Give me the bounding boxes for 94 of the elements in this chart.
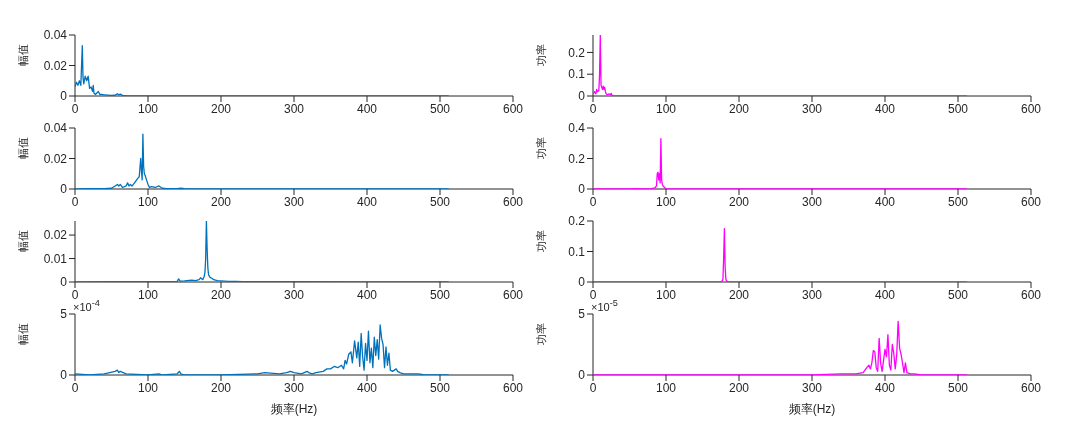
x-tick-label: 300 <box>801 380 823 395</box>
x-tick-label: 300 <box>283 380 305 395</box>
line-series <box>75 133 450 189</box>
x-tick-label: 200 <box>728 380 750 395</box>
y-tick-label: 0 <box>60 368 68 383</box>
y-tick-label: 5 <box>578 307 586 322</box>
y-axis-title: 功率 <box>534 136 547 159</box>
y-axis-title: 功率 <box>534 43 547 66</box>
y-axis-title: 功率 <box>534 322 547 345</box>
y-tick-label: 0.02 <box>43 228 68 243</box>
x-tick-label: 400 <box>356 194 378 209</box>
x-tick-label: 500 <box>429 380 451 395</box>
y-axis-title: 幅值 <box>16 136 29 159</box>
x-tick-label: 500 <box>429 101 451 116</box>
x-tick-label: 600 <box>1020 380 1042 395</box>
y-tick-label: 0.02 <box>43 151 68 166</box>
x-tick-label: 0 <box>589 194 597 209</box>
x-tick-label: 100 <box>655 194 677 209</box>
x-tick-label: 200 <box>210 101 232 116</box>
x-tick-label: 200 <box>210 194 232 209</box>
y-tick-label: 0.1 <box>568 67 586 82</box>
x-tick-label: 400 <box>356 380 378 395</box>
x-tick-label: 300 <box>283 194 305 209</box>
x-axis-title: 频率(Hz) <box>270 402 318 416</box>
x-tick-label: 0 <box>71 101 79 116</box>
y-tick-label: 0.04 <box>43 28 68 43</box>
y-tick-label: 0.2 <box>568 45 586 60</box>
x-tick-label: 500 <box>947 101 969 116</box>
y-axis-title: 幅值 <box>16 229 29 252</box>
x-tick-label: 100 <box>137 380 159 395</box>
x-tick-label: 500 <box>947 287 969 302</box>
y-axis-title: 幅值 <box>16 322 29 345</box>
x-tick-label: 600 <box>502 194 524 209</box>
y-tick-label: 0 <box>578 182 586 197</box>
x-tick-label: 300 <box>801 194 823 209</box>
x-tick-label: 100 <box>655 380 677 395</box>
line-series <box>593 227 968 282</box>
y-tick-label: 0.2 <box>568 151 586 166</box>
x-tick-label: 600 <box>1020 101 1042 116</box>
y-axis-title: 功率 <box>534 229 547 252</box>
x-tick-label: 300 <box>801 287 823 302</box>
x-tick-label: 600 <box>1020 287 1042 302</box>
x-tick-label: 300 <box>283 101 305 116</box>
y-tick-label: 0.2 <box>568 214 586 229</box>
x-tick-label: 0 <box>589 101 597 116</box>
x-tick-label: 400 <box>874 194 896 209</box>
x-tick-label: 0 <box>71 380 79 395</box>
x-tick-label: 400 <box>874 287 896 302</box>
y-tick-label: 5 <box>60 307 68 322</box>
line-series <box>593 35 968 96</box>
x-tick-label: 500 <box>947 380 969 395</box>
x-tick-label: 400 <box>874 380 896 395</box>
line-series <box>75 221 450 282</box>
x-tick-label: 500 <box>429 194 451 209</box>
y-tick-label: 0.1 <box>568 244 586 259</box>
x-tick-label: 600 <box>502 101 524 116</box>
y-tick-label: 0.02 <box>43 58 68 73</box>
line-series <box>593 138 968 189</box>
x-tick-label: 0 <box>71 194 79 209</box>
y-tick-label: 0 <box>578 89 586 104</box>
x-tick-label: 200 <box>210 380 232 395</box>
x-tick-label: 100 <box>137 101 159 116</box>
x-tick-label: 400 <box>356 101 378 116</box>
y-tick-label: 0.01 <box>43 251 68 266</box>
x-tick-label: 300 <box>801 101 823 116</box>
y-tick-label: 0 <box>578 275 586 290</box>
x-tick-label: 200 <box>728 287 750 302</box>
y-tick-label: 0 <box>60 275 68 290</box>
line-series <box>593 320 968 375</box>
x-tick-label: 100 <box>137 194 159 209</box>
x-tick-label: 500 <box>947 194 969 209</box>
x-tick-label: 400 <box>874 101 896 116</box>
x-tick-label: 400 <box>356 287 378 302</box>
x-tick-label: 200 <box>728 101 750 116</box>
x-tick-label: 600 <box>502 380 524 395</box>
x-tick-label: 100 <box>655 101 677 116</box>
y-tick-label: 0 <box>578 368 586 383</box>
x-axis-title: 频率(Hz) <box>788 402 836 416</box>
x-tick-label: 100 <box>655 287 677 302</box>
x-tick-label: 0 <box>589 380 597 395</box>
x-tick-label: 100 <box>137 287 159 302</box>
y-tick-label: 0.04 <box>43 121 68 136</box>
x-tick-label: 200 <box>728 194 750 209</box>
y-axis-title: 幅值 <box>16 43 29 66</box>
x-tick-label: 300 <box>283 287 305 302</box>
y-tick-label: 0.4 <box>568 121 586 136</box>
x-tick-label: 600 <box>1020 194 1042 209</box>
line-series <box>75 45 450 96</box>
x-tick-label: 500 <box>429 287 451 302</box>
y-tick-label: 0 <box>60 89 68 104</box>
line-series <box>75 324 450 375</box>
y-tick-label: 0 <box>60 182 68 197</box>
x-tick-label: 200 <box>210 287 232 302</box>
x-tick-label: 600 <box>502 287 524 302</box>
